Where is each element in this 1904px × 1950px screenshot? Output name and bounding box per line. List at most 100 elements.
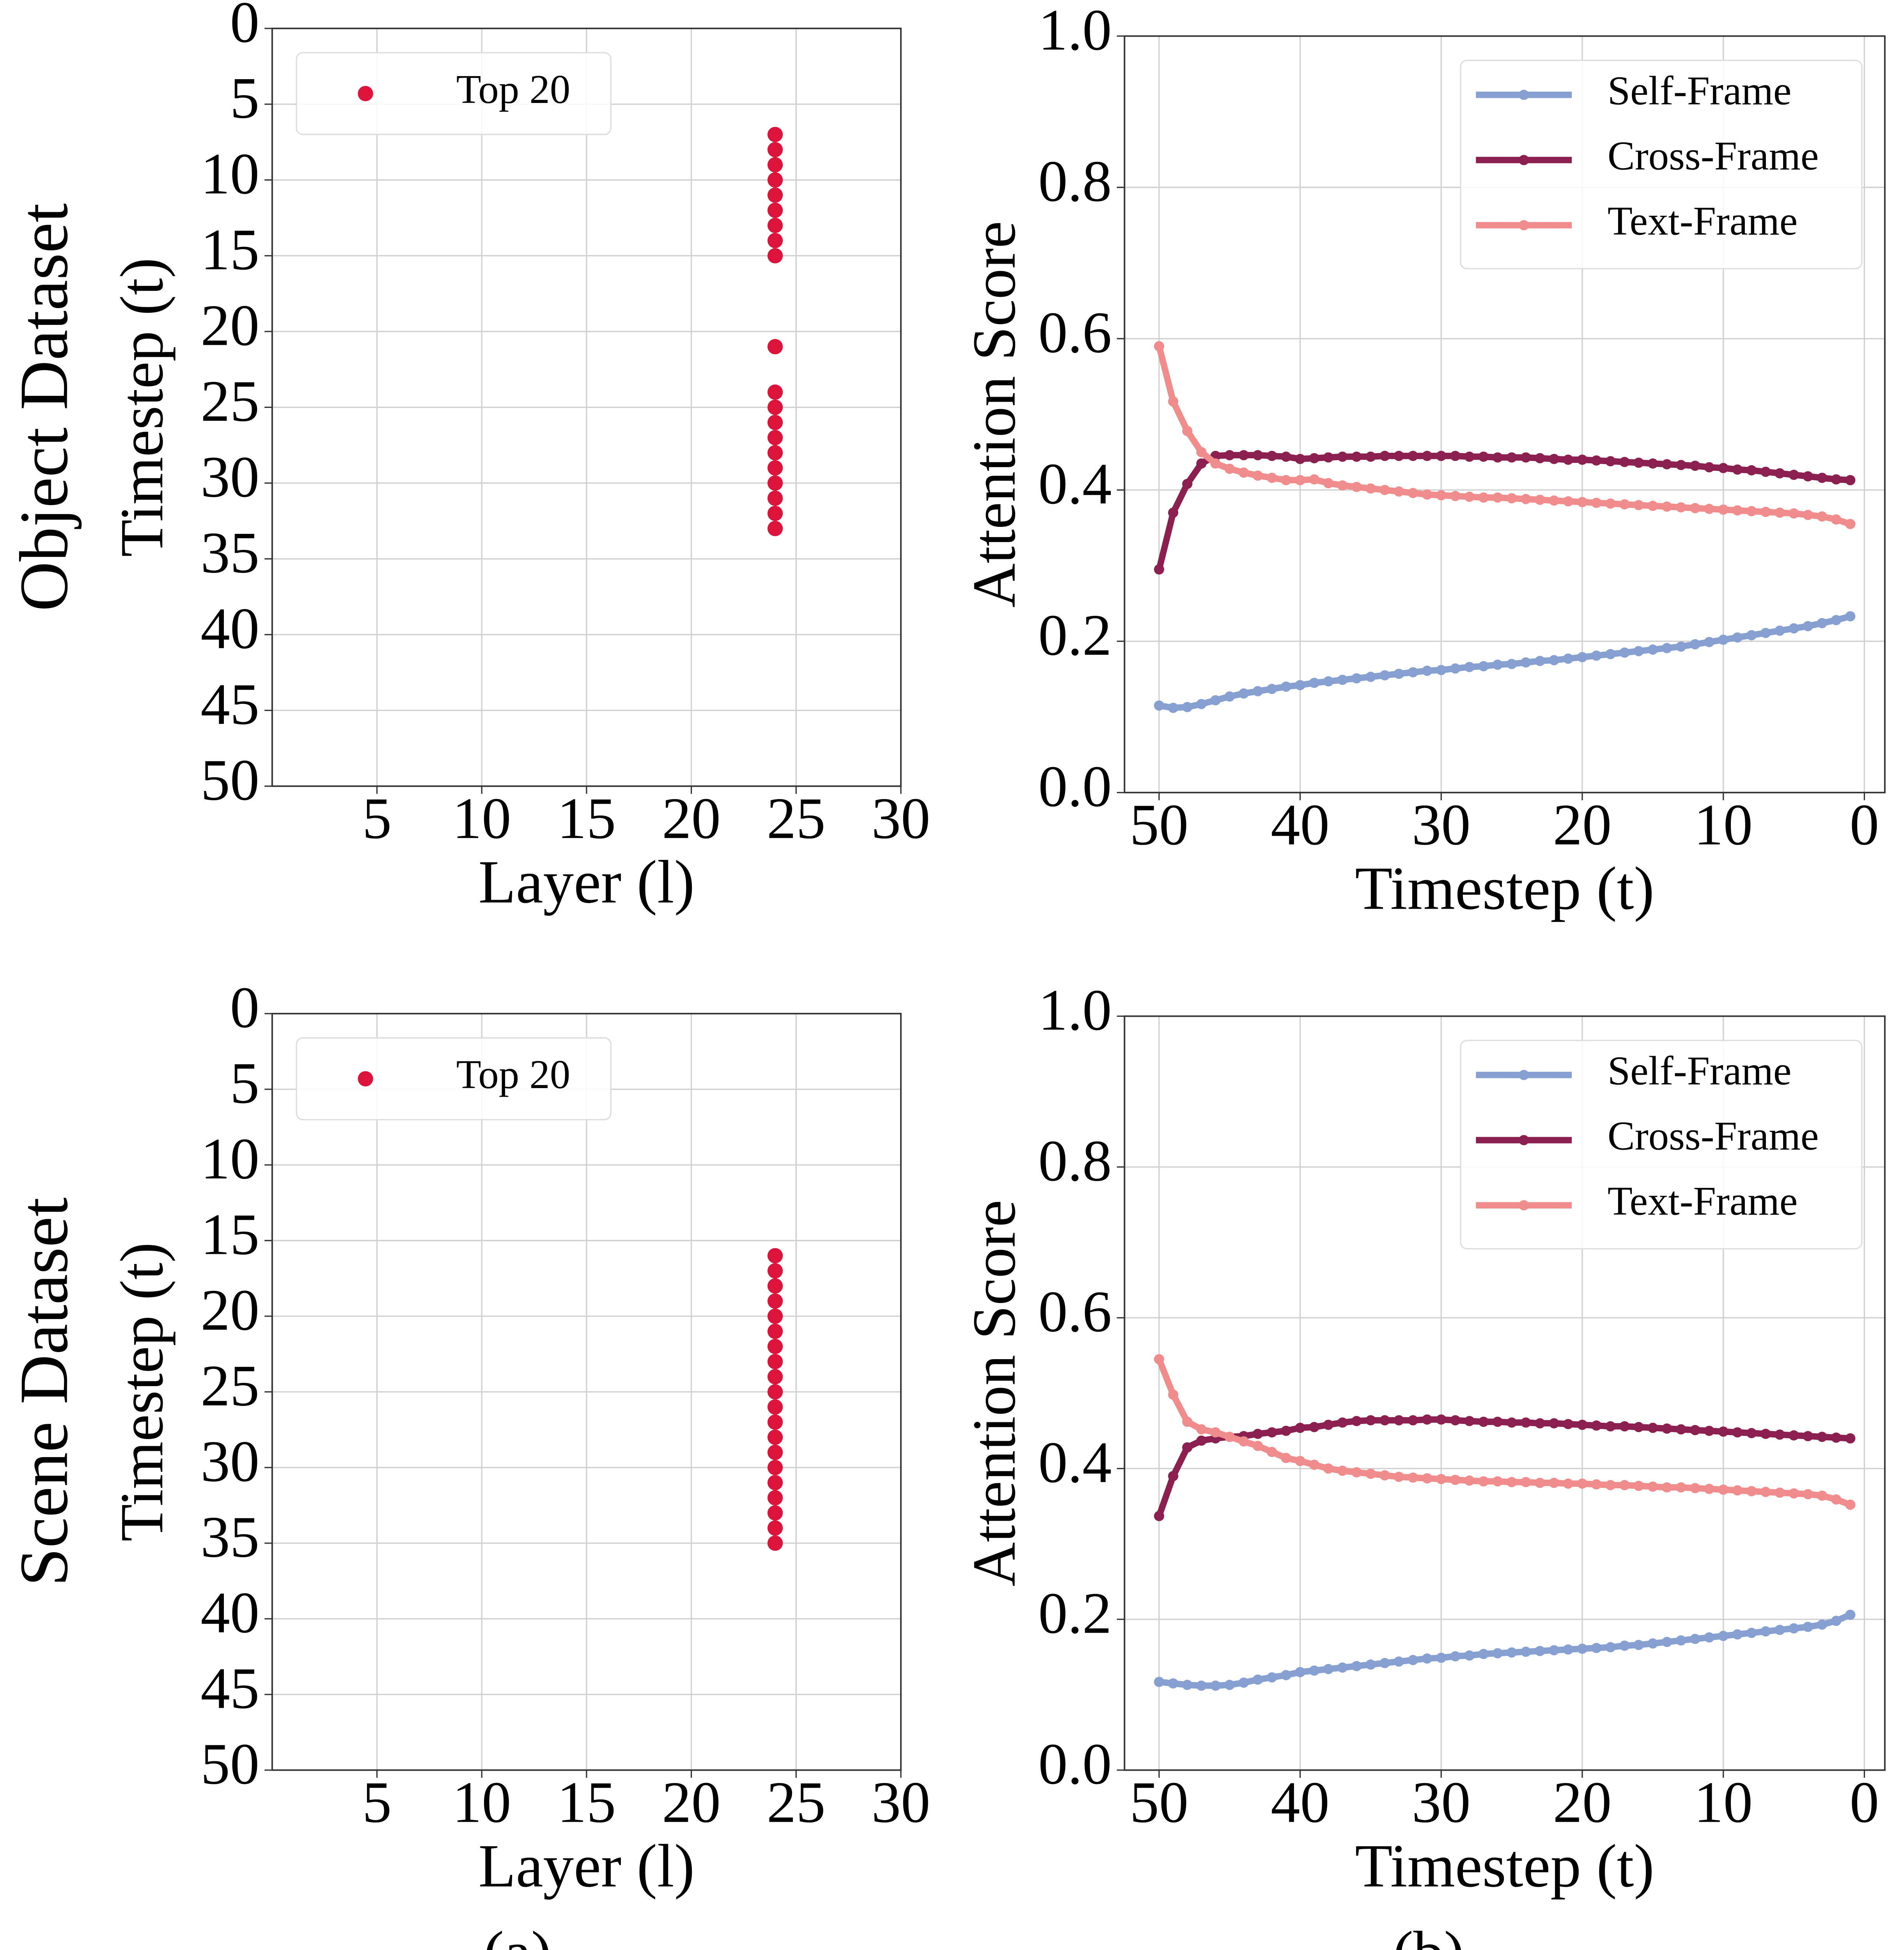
line-marker xyxy=(1633,457,1644,468)
line-marker xyxy=(1323,676,1334,687)
y-tick-label: 35 xyxy=(200,1504,259,1569)
y-tick-label: 5 xyxy=(230,66,259,131)
y-tick-label: 0.6 xyxy=(1038,1279,1112,1344)
line-marker xyxy=(1605,1480,1616,1491)
legend-marker xyxy=(1519,90,1529,100)
x-tick-label: 0 xyxy=(1850,792,1879,857)
scatter-point xyxy=(767,1460,783,1475)
line-marker xyxy=(1408,1415,1418,1425)
x-tick-label: 30 xyxy=(1412,792,1471,857)
line-marker xyxy=(1408,667,1418,677)
scatter-point xyxy=(767,1324,783,1339)
line-marker xyxy=(1845,519,1856,529)
line-marker xyxy=(1817,511,1828,522)
line-marker xyxy=(1168,396,1179,407)
scatter-point xyxy=(767,445,783,461)
line-marker xyxy=(1253,686,1263,697)
y-tick-label: 0.8 xyxy=(1038,1128,1112,1193)
chart: 5 10 15 20 25 30 0 5 10 15 20 25 30 35 40 45 50 Layer (l)… xyxy=(108,0,930,916)
y-tick-label: 0.0 xyxy=(1038,1731,1112,1796)
line-marker xyxy=(1831,1494,1842,1505)
line-marker xyxy=(1760,1429,1771,1439)
line-marker xyxy=(1408,488,1418,498)
line-marker xyxy=(1351,1416,1362,1426)
line-marker xyxy=(1803,471,1813,482)
line-marker xyxy=(1253,1429,1263,1439)
line-marker xyxy=(1323,1664,1334,1674)
line-marker xyxy=(1210,695,1221,706)
line-marker xyxy=(1549,655,1559,665)
line-marker xyxy=(1746,465,1757,476)
line-marker xyxy=(1309,453,1319,463)
line-marker xyxy=(1535,1418,1545,1429)
line-marker xyxy=(1563,1419,1573,1429)
scatter-point xyxy=(767,1308,783,1324)
line-marker xyxy=(1408,1655,1418,1665)
x-tick-label: 20 xyxy=(662,1770,721,1835)
line-marker xyxy=(1393,450,1404,461)
line-marker xyxy=(1323,478,1334,488)
x-tick-label: 25 xyxy=(767,1770,826,1835)
panel-label: (b) xyxy=(1393,1919,1464,1950)
scatter-point xyxy=(767,248,783,264)
line-marker xyxy=(1295,475,1305,486)
scatter-point xyxy=(767,339,783,355)
line-marker xyxy=(1267,1672,1277,1683)
line-marker xyxy=(1704,637,1714,647)
line-marker xyxy=(1492,492,1503,503)
scatter-point xyxy=(767,1445,783,1460)
y-tick-label: 10 xyxy=(200,141,259,206)
line-marker xyxy=(1450,491,1461,501)
line-marker xyxy=(1775,1487,1785,1498)
line-marker xyxy=(1337,1466,1348,1476)
legend-box xyxy=(296,1037,612,1120)
line-marker xyxy=(1521,657,1531,668)
x-tick-label: 5 xyxy=(362,786,392,851)
scatter-point xyxy=(767,187,783,203)
line-marker xyxy=(1661,643,1672,653)
line-marker xyxy=(1577,497,1588,507)
line-marker xyxy=(1154,564,1165,575)
line-marker xyxy=(1775,626,1785,636)
legend-marker xyxy=(1519,1135,1529,1145)
line-marker xyxy=(1718,504,1728,515)
y-tick-label: 25 xyxy=(200,369,259,434)
line-marker xyxy=(1238,1436,1249,1447)
line-marker xyxy=(1267,450,1277,461)
line-marker xyxy=(1633,1640,1644,1650)
line-marker xyxy=(1351,673,1362,684)
line-marker xyxy=(1831,514,1842,525)
scatter-point xyxy=(767,1475,783,1491)
y-tick-label: 0.2 xyxy=(1038,1581,1112,1646)
line-marker xyxy=(1577,1420,1588,1430)
line-marker xyxy=(1690,1483,1700,1493)
line-marker xyxy=(1676,1482,1686,1493)
line-marker xyxy=(1718,1631,1728,1641)
line-marker xyxy=(1760,1487,1771,1497)
line-marker xyxy=(1507,1417,1517,1428)
line-marker xyxy=(1464,451,1475,462)
line-marker xyxy=(1704,1425,1714,1436)
x-tick-label: 25 xyxy=(767,786,826,851)
line-marker xyxy=(1464,1650,1475,1661)
x-tick-label: 5 xyxy=(362,1770,392,1835)
line-marker xyxy=(1365,483,1376,494)
line-marker xyxy=(1393,1656,1404,1667)
scatter-point xyxy=(767,127,783,142)
y-tick-label: 15 xyxy=(200,217,259,282)
line-marker xyxy=(1661,501,1672,512)
line-marker xyxy=(1182,702,1193,713)
scatter-point xyxy=(767,1354,783,1369)
panel-label: (a) xyxy=(484,1919,552,1950)
legend-marker xyxy=(1519,220,1529,230)
line-marker xyxy=(1507,659,1517,669)
line-marker xyxy=(1464,491,1475,502)
line-marker xyxy=(1196,458,1207,469)
x-tick-label: 10 xyxy=(1694,1770,1753,1835)
y-tick-label: 45 xyxy=(200,1656,259,1721)
legend-label: Cross-Frame xyxy=(1608,1113,1819,1158)
x-tick-label: 20 xyxy=(1553,792,1612,857)
line-marker xyxy=(1436,1652,1447,1663)
line-marker xyxy=(1661,459,1672,470)
